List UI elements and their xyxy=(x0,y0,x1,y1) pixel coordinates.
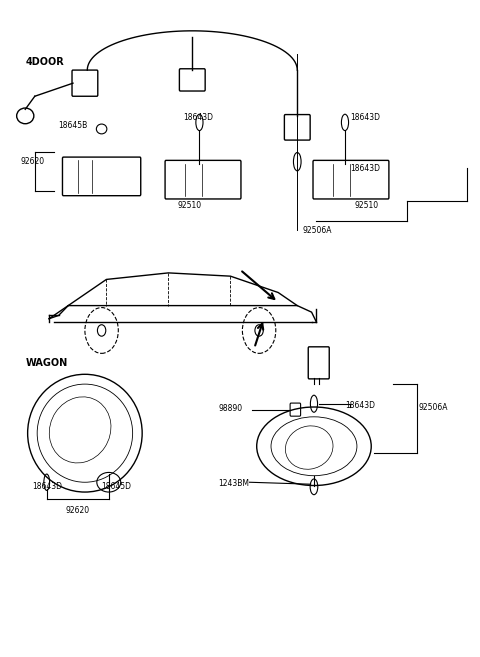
Text: 18645D: 18645D xyxy=(102,482,132,491)
Text: 92510: 92510 xyxy=(178,201,202,210)
Text: 92506A: 92506A xyxy=(419,403,448,411)
Text: 4DOOR: 4DOOR xyxy=(25,57,64,67)
Text: 18643D: 18643D xyxy=(33,482,62,491)
Text: WAGON: WAGON xyxy=(25,358,68,368)
Text: 98890: 98890 xyxy=(218,404,243,413)
Text: 1243BM: 1243BM xyxy=(218,479,250,488)
Text: 92510: 92510 xyxy=(355,201,379,210)
Text: 18645B: 18645B xyxy=(59,121,88,130)
Text: 18643D: 18643D xyxy=(345,401,375,410)
Text: 18643D: 18643D xyxy=(350,164,380,173)
Text: 92620: 92620 xyxy=(21,157,45,166)
Text: 18643D: 18643D xyxy=(183,114,213,122)
Text: 92506A: 92506A xyxy=(302,227,332,235)
Text: 18643D: 18643D xyxy=(350,114,380,122)
Text: 92620: 92620 xyxy=(66,507,90,516)
